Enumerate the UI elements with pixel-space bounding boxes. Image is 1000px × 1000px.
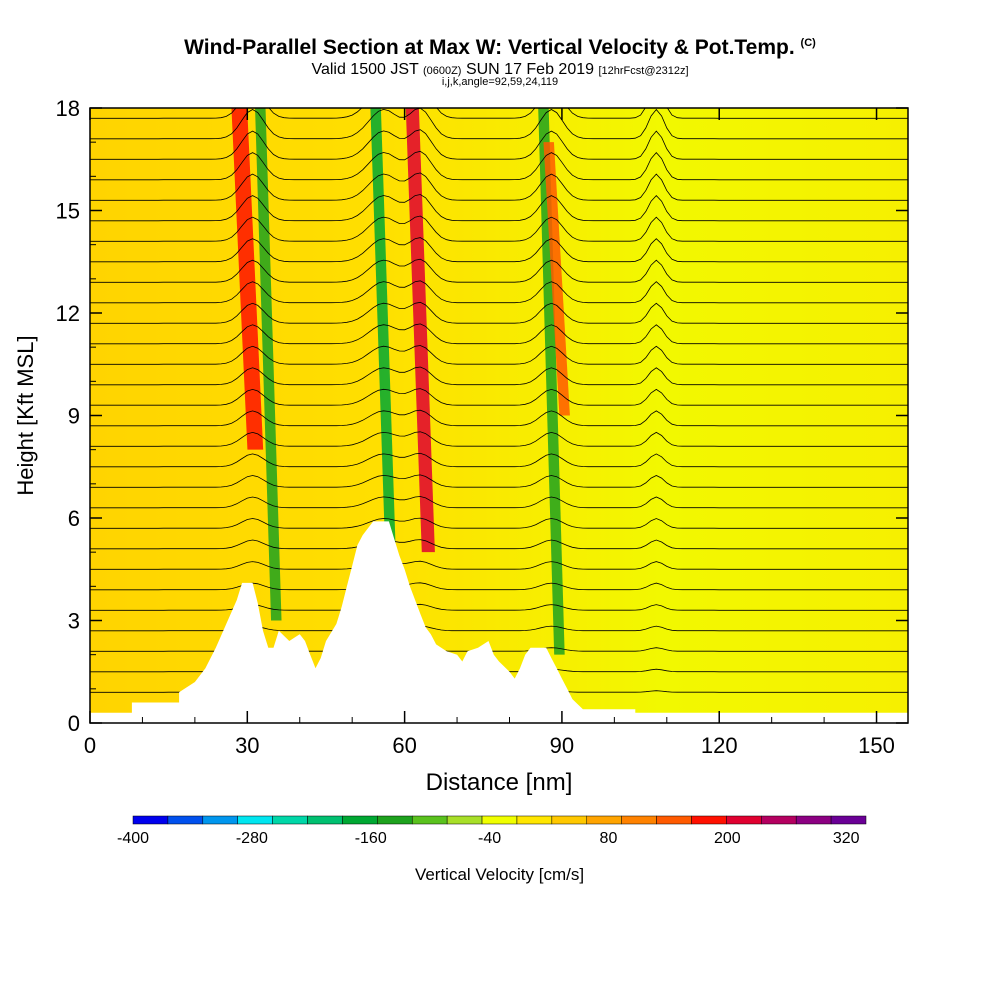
colorbar-tick-label: -40	[478, 830, 501, 847]
isentrope-line	[90, 150, 908, 181]
colorbar-swatch	[795, 815, 832, 825]
isentrope-line	[90, 301, 908, 324]
colorbar-swatch	[167, 815, 204, 825]
colorbar-swatch	[516, 815, 553, 825]
isentrope-line	[90, 409, 908, 427]
isentrope-line	[90, 129, 908, 160]
colorbar-swatch	[726, 815, 762, 825]
x-tick-label: 0	[84, 733, 96, 758]
isentrope-line	[90, 388, 908, 406]
isentrope-line	[90, 603, 908, 611]
isentrope-line	[90, 237, 908, 263]
colorbar-tick-label: -280	[236, 830, 268, 847]
x-axis-label: Distance [nm]	[426, 769, 573, 796]
isentrope-line	[90, 539, 908, 550]
colorbar-label: Vertical Velocity [cm/s]	[415, 865, 584, 884]
isentrope-line	[90, 280, 908, 304]
isentrope-line	[90, 172, 908, 201]
y-tick-label: 6	[68, 506, 80, 531]
colorbar-swatch	[342, 815, 378, 825]
x-tick-label: 90	[550, 733, 574, 758]
colorbar-tick-label: -160	[355, 830, 387, 847]
y-tick-label: 0	[68, 711, 80, 736]
colorbar-swatch	[481, 815, 518, 825]
copyright-mark: (C)	[800, 37, 816, 49]
colorbar-swatch	[202, 815, 238, 825]
colorbar-swatch	[411, 815, 448, 825]
y-tick-label: 12	[56, 301, 80, 326]
colorbar-tick-label: -400	[117, 830, 149, 847]
colorbar-tick-label: 80	[600, 830, 618, 847]
colorbar-swatch	[586, 815, 622, 825]
isentrope-line	[90, 345, 908, 365]
isentrope-line	[90, 496, 908, 509]
x-tick-label: 120	[701, 733, 738, 758]
chart-title: Wind-Parallel Section at Max W: Vertical…	[0, 36, 1000, 60]
isentrope-line	[90, 366, 908, 386]
colorbar-swatch	[237, 815, 273, 825]
isentrope-line	[90, 108, 908, 119]
colorbar: -400 -280 -160 -40 80 200 320 Vertical Velocity…	[117, 815, 867, 884]
colorbar-tick-label: 200	[714, 830, 741, 847]
isentrope-line	[90, 517, 908, 529]
colorbar-swatch	[656, 815, 692, 825]
valid-time: Valid 1500 JST	[311, 61, 419, 78]
isentrope-line	[90, 474, 908, 488]
section-indices: i,j,k,angle=92,59,24,119	[441, 76, 559, 88]
colorbar-tick-label: 320	[833, 830, 860, 847]
colorbar-swatch	[132, 815, 169, 825]
velocity-band	[370, 108, 397, 587]
velocity-band	[538, 108, 565, 655]
terrain-mask	[90, 521, 908, 723]
colorbar-swatch	[551, 815, 588, 825]
x-tick-label: 60	[392, 733, 416, 758]
colorbar-swatch	[307, 815, 343, 825]
isentrope-line	[90, 323, 908, 345]
isentrope-line	[90, 582, 908, 591]
x-tick-label: 150	[858, 733, 895, 758]
colorbar-swatch	[621, 815, 657, 825]
isentrope-line	[90, 560, 908, 570]
y-tick-label: 3	[68, 609, 80, 634]
isentrope-line	[90, 194, 908, 222]
y-axis-label: Height [Kft MSL]	[13, 335, 38, 495]
isentrope-line	[90, 258, 908, 283]
isentrope-line	[90, 108, 908, 140]
valid-date: SUN 17 Feb 2019	[465, 61, 595, 78]
isentrope-line	[90, 452, 908, 468]
velocity-band	[543, 142, 570, 416]
colorbar-swatch	[377, 815, 413, 825]
y-tick-label: 9	[68, 404, 80, 429]
forecast-info: [12hrFcst@2312z]	[598, 65, 689, 77]
isentrope-line	[90, 431, 908, 447]
axes: 0 30 60 90 120 150 0 3 6 9 12 15 18 Distance [nm] Heig…	[13, 96, 908, 796]
colorbar-swatch	[272, 815, 308, 825]
colorbar-swatch	[446, 815, 483, 825]
y-tick-label: 15	[56, 199, 80, 224]
chart-title-text: Wind-Parallel Section at Max W: Vertical…	[184, 36, 795, 59]
y-tick-label: 18	[56, 96, 80, 121]
isentrope-line	[90, 215, 908, 242]
chart-subtitle: Valid 1500 JST (0600Z) SUN 17 Feb 2019 […	[0, 61, 1000, 79]
velocity-band	[231, 108, 264, 450]
colorbar-swatch	[830, 815, 867, 825]
velocity-band	[255, 108, 282, 621]
utc-time: (0600Z)	[422, 65, 462, 77]
velocity-field-background	[90, 108, 908, 723]
x-tick-label: 30	[235, 733, 259, 758]
colorbar-swatch	[691, 815, 727, 825]
plot-area	[90, 65, 908, 723]
colorbar-swatch	[761, 815, 797, 825]
isentrope-line	[90, 65, 908, 98]
